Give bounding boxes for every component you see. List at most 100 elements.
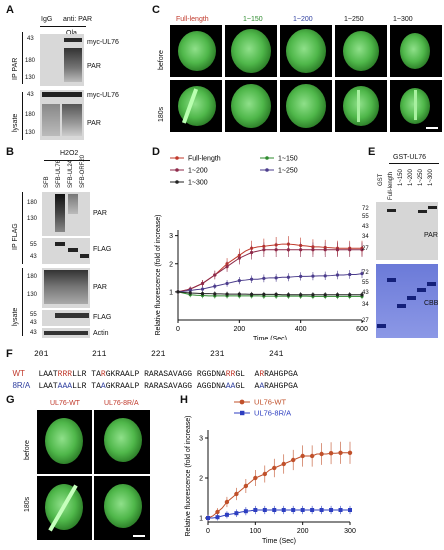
col-c-2: 1~150	[243, 16, 263, 23]
x-axis-label: Time (Sec)	[253, 336, 287, 340]
data-point	[253, 475, 258, 481]
series-line	[207, 452, 350, 519]
nucleus	[343, 86, 379, 126]
panel-f-label: F	[6, 348, 13, 360]
igg-header: IgG	[41, 16, 53, 23]
lane-b-4: SFB-ORF20	[80, 154, 86, 188]
label-par-lysate: PAR	[87, 120, 101, 127]
seq-part: LAAT	[38, 382, 58, 391]
y-tick-label: 2	[199, 476, 203, 483]
x-tick-label: 400	[295, 326, 307, 333]
seq-part: A	[244, 370, 260, 379]
data-point	[319, 451, 324, 457]
cell-c-fl-before	[170, 25, 222, 77]
data-point	[176, 290, 180, 294]
series-line	[208, 509, 350, 519]
data-point	[310, 508, 315, 512]
legend-label: UL76-8R/A	[254, 409, 291, 418]
cell-c-300-before	[390, 25, 442, 77]
col-c-1: Full-length	[176, 16, 209, 23]
data-point	[348, 293, 352, 297]
x-tick-label: 600	[356, 326, 368, 333]
blot-b-actin	[42, 328, 90, 338]
marker-a-4: 43	[27, 92, 34, 98]
band-b-actin	[44, 331, 88, 335]
band-e-250	[418, 210, 427, 213]
data-point	[323, 248, 327, 252]
nucleus	[231, 29, 271, 73]
smear-b-lysate	[44, 270, 88, 304]
data-point	[224, 499, 230, 505]
data-point	[200, 287, 205, 291]
ip-flag-bracket	[22, 192, 23, 264]
data-point	[224, 512, 229, 517]
data-point	[213, 273, 217, 277]
y-axis-label: Relative fluorescence (fold of increase)	[185, 415, 192, 536]
marker-e-8: 43	[362, 290, 369, 296]
series-line	[177, 291, 362, 296]
col-g-mut: UL76-8R/A	[104, 400, 139, 407]
data-point	[213, 284, 217, 288]
marker-a-5: 180	[25, 112, 36, 118]
label-e-par: PAR	[424, 232, 438, 239]
marker-b-3: 55	[30, 242, 37, 248]
seq-mutated: AA	[225, 382, 236, 391]
nucleus	[286, 84, 326, 128]
data-point	[311, 293, 315, 297]
marker-b-8: 43	[30, 320, 37, 326]
x-tick-label: 200	[233, 326, 245, 333]
data-point	[206, 516, 210, 520]
marker-b-2: 130	[27, 216, 38, 222]
data-point	[348, 272, 352, 277]
data-point	[335, 273, 340, 277]
marker-b-4: 43	[30, 254, 37, 260]
marker-e-10: 27	[362, 318, 369, 324]
label-par-ip: PAR	[87, 63, 101, 70]
data-point	[299, 274, 303, 279]
lane-e-4: 1~200	[408, 169, 414, 186]
data-point	[243, 509, 248, 514]
band-e-cbb-150	[397, 304, 406, 308]
seq-part: RARASAVAGG	[139, 370, 193, 379]
band-e-300	[428, 206, 437, 209]
data-point	[309, 453, 315, 459]
smear-par-ip	[64, 48, 82, 82]
y-tick-label: 2	[169, 261, 173, 268]
seq-mutated: AAA	[57, 382, 73, 391]
num-231: 231	[210, 350, 225, 359]
marker-a-3: 130	[25, 75, 36, 81]
data-point	[272, 465, 277, 471]
label-b-actin: Actin	[93, 330, 109, 337]
data-point	[348, 248, 352, 252]
data-point	[200, 281, 205, 286]
seq-part: GKRAALP	[105, 370, 140, 379]
band-b-flag-lys	[55, 313, 89, 318]
scale-bar-g	[133, 535, 145, 537]
col-c-5: 1~300	[393, 16, 413, 23]
legend-label: 1~150	[278, 156, 298, 163]
cell-c-fl-180s	[170, 80, 222, 132]
data-point	[274, 248, 278, 252]
series-line	[177, 273, 363, 293]
nucleus	[400, 33, 430, 69]
series-line	[177, 249, 362, 293]
blot-a-top	[40, 34, 84, 86]
lane-e-3: 1~150	[398, 169, 404, 186]
seq-part: TA	[86, 370, 101, 379]
cell-g-wt-180s	[37, 476, 92, 540]
num-241: 241	[269, 350, 284, 359]
data-point	[250, 277, 254, 281]
data-point	[348, 508, 352, 512]
smear-par-lysate-2	[42, 104, 60, 136]
label-myc-ul76-ip: myc-UL76	[87, 39, 119, 46]
data-point	[237, 292, 241, 296]
nucleus	[286, 29, 326, 73]
panel-c-label: C	[152, 4, 160, 16]
panel-d-label: D	[152, 146, 160, 158]
blot-b-par-ip	[42, 192, 90, 236]
y-tick-label: 1	[169, 289, 173, 296]
data-point	[274, 292, 278, 297]
data-point	[213, 292, 217, 296]
lysate-b-bracket	[22, 268, 23, 336]
data-point	[250, 250, 254, 255]
